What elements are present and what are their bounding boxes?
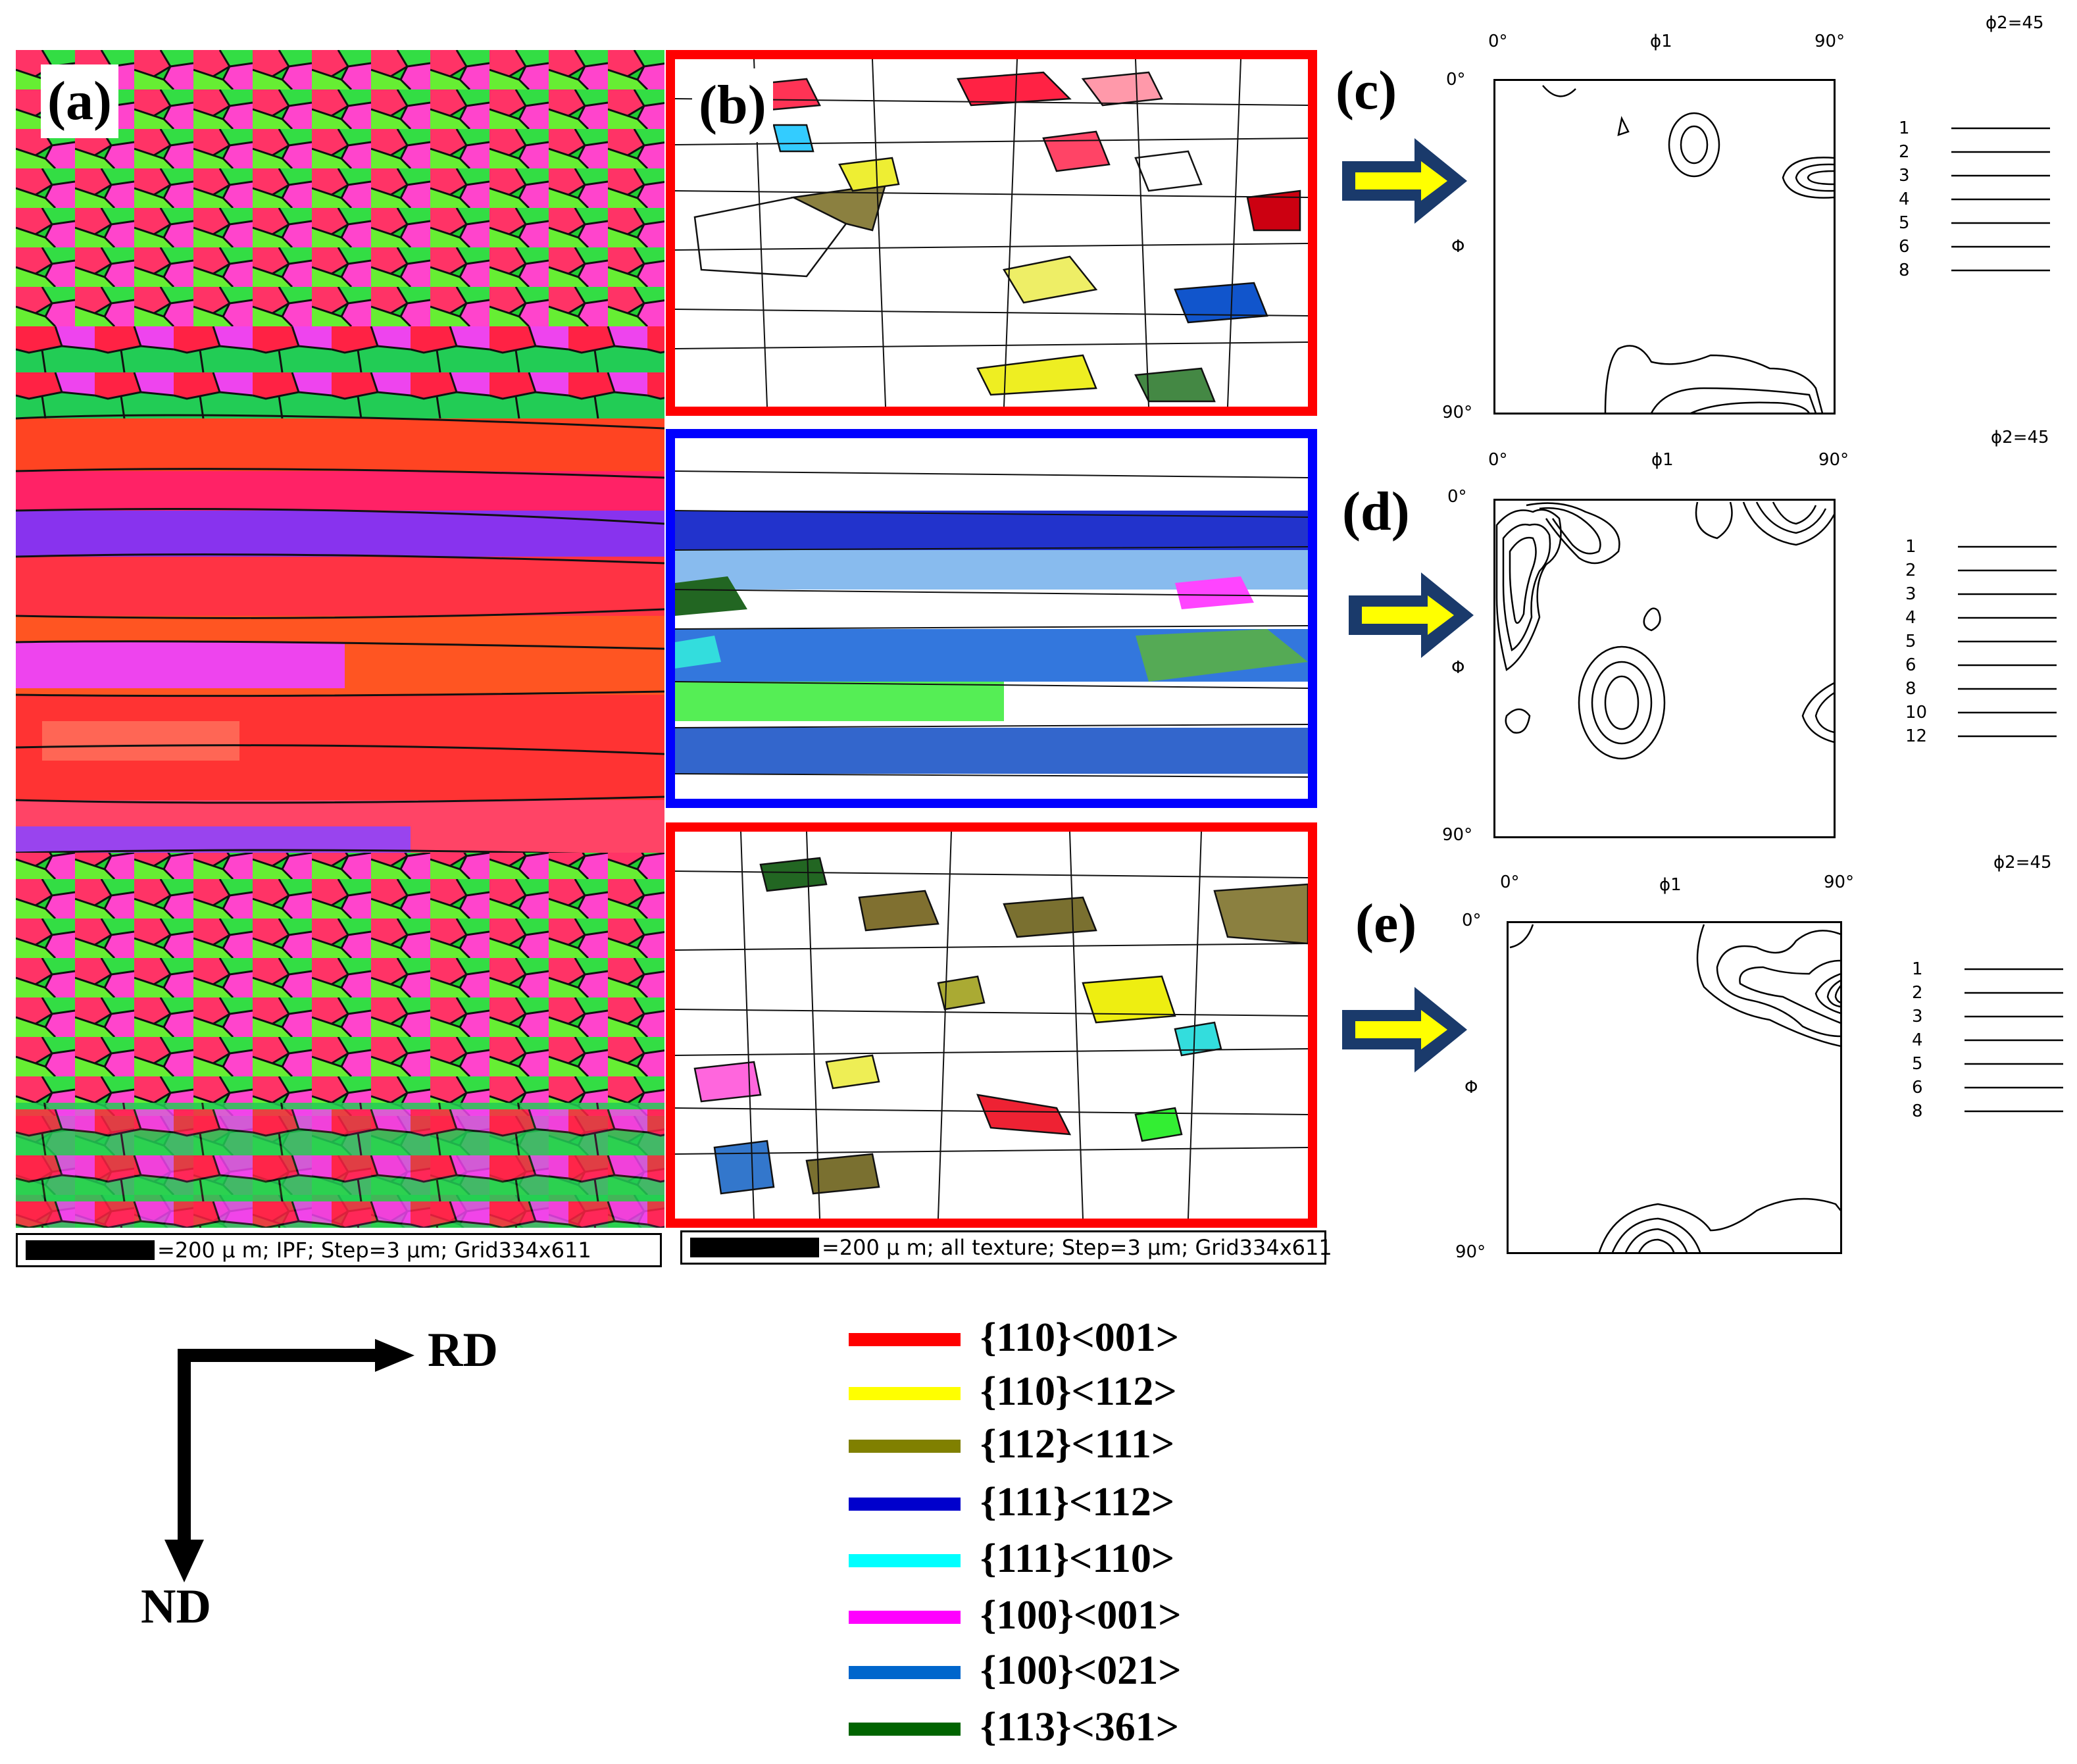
legend-label: {111}<110>: [980, 1536, 1175, 1581]
odf-c-y-end: 90°: [1442, 403, 1473, 422]
odf-c-level: 1: [1899, 118, 1910, 138]
panel-e-label: (e): [1355, 893, 1417, 954]
scale-bar-graphic: [26, 1240, 155, 1260]
rd-label: RD: [428, 1323, 498, 1377]
odf-c-level: 4: [1899, 189, 1910, 209]
legend-label: {111}<112>: [980, 1480, 1175, 1525]
odf-e-y-end: 90°: [1455, 1242, 1486, 1262]
odf-d-y-start: 0°: [1447, 487, 1467, 507]
texture-map-top: (b): [666, 50, 1317, 416]
odf-d-level: 8: [1905, 679, 1916, 699]
texture-map-bottom-image: [675, 832, 1308, 1219]
legend-label: {112}<111>: [980, 1422, 1175, 1467]
odf-d-Phi: Φ: [1451, 658, 1465, 678]
odf-c-level: 6: [1899, 237, 1910, 257]
legend-label: {113}<361>: [980, 1705, 1180, 1750]
odf-c-x-start: 0°: [1488, 32, 1508, 51]
legend-swatch: [849, 1554, 961, 1567]
panel-a-scale-bar: =200 µ m; IPF; Step=3 µm; Grid334x611: [16, 1233, 662, 1267]
odf-e-level: 2: [1912, 983, 1923, 1003]
legend-item: {113}<361>: [849, 1704, 1217, 1750]
legend-swatch: [849, 1440, 961, 1453]
nd-label: ND: [141, 1580, 211, 1634]
odf-e-level: 5: [1912, 1054, 1923, 1074]
panel-d-label: (d): [1342, 481, 1410, 542]
odf-d-level: 1: [1905, 537, 1916, 557]
odf-c-phi2: ϕ2=45: [1986, 13, 2044, 33]
odf-e-level: 6: [1912, 1078, 1923, 1097]
texture-map-middle: [666, 429, 1317, 808]
odf-c-plot: [1493, 79, 1836, 415]
odf-e-phi2: ϕ2=45: [1993, 853, 2052, 872]
arrow-to-e: [1342, 987, 1467, 1072]
odf-c-level: 8: [1899, 261, 1910, 280]
ipf-map-image: [16, 50, 664, 1228]
odf-e-x-start: 0°: [1500, 872, 1520, 892]
odf-c-level: 2: [1899, 142, 1910, 162]
odf-d-level: 12: [1905, 726, 1928, 746]
odf-d-level: 5: [1905, 632, 1916, 651]
odf-d-level: 3: [1905, 584, 1916, 604]
legend-item: {100}<001>: [849, 1592, 1217, 1638]
odf-e-level-lines: [1964, 968, 2063, 1113]
odf-d-level-lines: [1958, 545, 2057, 738]
panel-b-scale-text: =200 µ m; all texture; Step=3 µm; Grid33…: [822, 1235, 1332, 1260]
legend-item: {111}<110>: [849, 1536, 1217, 1582]
odf-c-phi1: ϕ1: [1650, 32, 1672, 51]
odf-e-level: 4: [1912, 1030, 1923, 1050]
odf-e-x-end: 90°: [1824, 872, 1855, 892]
panel-a-scale-text: =200 µ m; IPF; Step=3 µm; Grid334x611: [157, 1238, 591, 1263]
odf-d-level: 6: [1905, 655, 1916, 675]
ipf-map-panel: (a): [16, 50, 664, 1228]
odf-d-plot: [1493, 499, 1836, 838]
odf-c-level: 3: [1899, 166, 1910, 186]
legend-swatch: [849, 1723, 961, 1736]
panel-b-label: (b): [692, 68, 773, 142]
odf-e-level: 1: [1912, 959, 1923, 979]
legend-swatch: [849, 1333, 961, 1346]
legend-label: {110}<112>: [980, 1369, 1177, 1414]
panel-a-label: (a): [41, 64, 118, 138]
odf-d-level: 10: [1905, 703, 1928, 722]
legend-swatch: [849, 1387, 961, 1400]
legend-item: {111}<112>: [849, 1479, 1217, 1525]
legend-label: {100}<001>: [980, 1593, 1182, 1638]
legend-item: {100}<021>: [849, 1648, 1217, 1694]
odf-c-Phi: Φ: [1451, 237, 1465, 257]
legend-label: {110}<001>: [980, 1315, 1180, 1360]
arrow-to-c: [1342, 138, 1467, 224]
odf-e-y-start: 0°: [1462, 911, 1482, 930]
texture-map-top-image: [675, 59, 1308, 407]
legend-label: {100}<021>: [980, 1648, 1182, 1693]
odf-c-x-end: 90°: [1814, 32, 1845, 51]
panel-b-scale-bar: =200 µ m; all texture; Step=3 µm; Grid33…: [680, 1230, 1332, 1265]
arrow-to-d: [1349, 572, 1474, 658]
odf-e-phi1: ϕ1: [1659, 875, 1682, 895]
odf-e-level: 3: [1912, 1007, 1923, 1026]
legend-item: {110}<112>: [849, 1369, 1217, 1415]
texture-map-bottom: [666, 822, 1317, 1228]
panel-c-label: (c): [1336, 60, 1397, 121]
legend-item: {110}<001>: [849, 1315, 1217, 1361]
odf-c-y-start: 0°: [1446, 70, 1466, 89]
odf-d-level: 2: [1905, 561, 1916, 580]
odf-c-level: 5: [1899, 213, 1910, 233]
odf-e-plot: [1507, 921, 1842, 1254]
legend-item: {112}<111>: [849, 1421, 1217, 1467]
odf-c-level-lines: [1951, 127, 2050, 272]
scale-bar-graphic: [690, 1238, 819, 1257]
legend-swatch: [849, 1498, 961, 1511]
texture-map-middle-image: [675, 438, 1308, 799]
legend-swatch: [849, 1666, 961, 1679]
odf-e-Phi: Φ: [1464, 1078, 1478, 1097]
direction-axes: [164, 1339, 414, 1582]
odf-e-level: 8: [1912, 1101, 1923, 1121]
odf-d-phi1: ϕ1: [1651, 450, 1674, 470]
legend-swatch: [849, 1611, 961, 1624]
odf-d-y-end: 90°: [1442, 825, 1473, 845]
odf-d-x-end: 90°: [1818, 450, 1849, 470]
odf-d-x-start: 0°: [1488, 450, 1508, 470]
odf-d-phi2: ϕ2=45: [1991, 428, 2049, 447]
odf-d-level: 4: [1905, 608, 1916, 628]
